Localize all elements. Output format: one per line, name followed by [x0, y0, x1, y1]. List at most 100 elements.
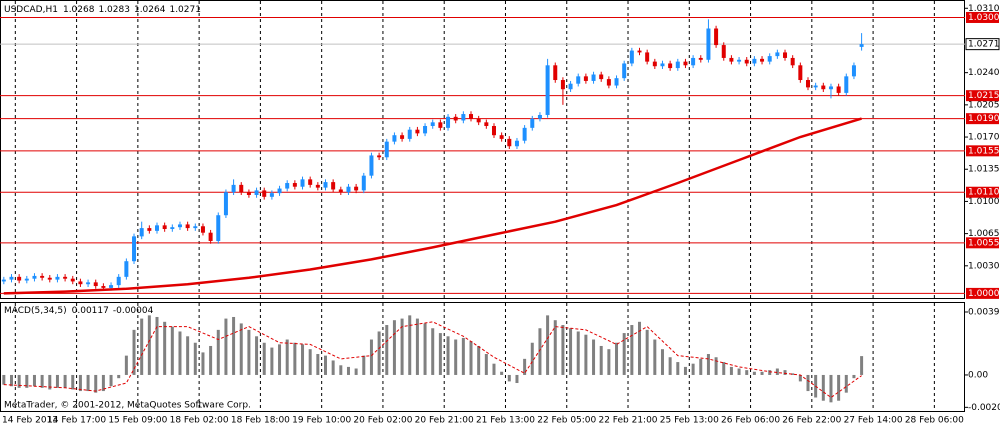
candle-body	[583, 76, 588, 81]
macd-bar	[737, 368, 741, 375]
candle-body	[338, 189, 343, 193]
macd-bar	[599, 345, 603, 375]
candle-body	[484, 122, 489, 127]
candle-body	[147, 228, 152, 231]
y-tick-label: 1.0170	[968, 133, 1000, 143]
level-tag	[966, 113, 999, 125]
candle-body	[530, 118, 535, 128]
macd-bar	[117, 374, 121, 379]
macd-bar	[630, 325, 634, 375]
macd-value: 0.00117	[72, 306, 109, 316]
candle-body	[461, 114, 466, 121]
macd-bar	[155, 316, 159, 375]
candle-body	[246, 192, 251, 195]
candle-body	[783, 52, 788, 58]
y-tick-label: 1.0135	[968, 165, 1000, 175]
current-price-tag	[965, 38, 1000, 51]
macd-bar	[860, 356, 864, 375]
y-tick-label: 1.0030	[968, 261, 1000, 271]
candle-body	[622, 63, 627, 79]
candle-body	[300, 179, 305, 187]
candle-body	[514, 140, 519, 147]
candle-body	[591, 74, 596, 81]
macd-bar	[484, 354, 488, 375]
macd-bar	[615, 342, 619, 375]
candle-body	[744, 59, 749, 64]
candle-body	[407, 129, 412, 139]
candle-body	[32, 275, 37, 279]
macd-bar	[798, 374, 802, 382]
macd-bar	[109, 374, 113, 387]
candle-body	[775, 52, 780, 57]
macd-bar	[147, 315, 151, 375]
candle-body	[752, 58, 757, 64]
macd-bar	[132, 329, 136, 375]
level-tag	[966, 287, 999, 299]
candle-body	[798, 65, 803, 81]
macd-bar	[660, 349, 664, 375]
candle-body	[469, 114, 474, 119]
macd-bar	[216, 329, 220, 375]
candle-body	[254, 190, 259, 195]
level-tag	[966, 186, 999, 198]
macd-bar	[607, 349, 611, 375]
candle-body	[476, 118, 481, 123]
macd-bar	[285, 339, 289, 375]
candle-body	[836, 86, 841, 93]
candle-body	[568, 83, 573, 90]
macd-bar	[71, 374, 75, 390]
x-tick-label: 14 Feb 17:00	[47, 416, 106, 426]
candle-body	[277, 188, 282, 194]
price-panel	[0, 0, 965, 299]
x-tick-label: 25 Feb 13:00	[660, 416, 719, 426]
high: 1.0283	[98, 5, 130, 15]
macd-bar	[561, 325, 565, 375]
x-tick-label: 26 Feb 06:00	[721, 416, 780, 426]
candle-body	[714, 28, 719, 46]
macd-bar	[354, 368, 358, 375]
candle-body	[315, 184, 320, 188]
macd-bar	[2, 374, 6, 385]
macd-bar	[806, 374, 810, 392]
macd-header: MACD(5,34,5) 0.00117 -0.00004	[4, 306, 154, 316]
candle-body	[729, 57, 734, 62]
x-tick-label: 18 Feb 18:00	[231, 416, 290, 426]
x-tick-label: 22 Feb 21:00	[598, 416, 657, 426]
macd-bar	[178, 331, 182, 375]
candle-body	[652, 61, 657, 67]
candle-body	[124, 261, 129, 277]
candle-body	[453, 116, 458, 121]
y-tick-label: -0.00201	[968, 403, 1000, 413]
macd-bar	[729, 366, 733, 375]
macd-bar	[592, 339, 596, 375]
candle-body	[292, 183, 297, 187]
candle-body	[93, 282, 98, 287]
candle-body	[47, 277, 52, 280]
macd-bar	[500, 371, 504, 375]
macd-bar	[706, 354, 710, 375]
macd-bar	[791, 373, 795, 375]
candle-body	[706, 28, 711, 60]
level-tag	[966, 90, 999, 102]
macd-bar	[392, 320, 396, 375]
candle-body	[86, 282, 91, 285]
candle-body	[737, 59, 742, 62]
y-tick-label: 0.00	[968, 370, 988, 380]
macd-bar	[48, 374, 52, 390]
macd-bar	[63, 374, 67, 388]
level-label: 1.0155	[968, 146, 1000, 156]
macd-bar	[768, 370, 772, 375]
candle-body	[491, 126, 496, 136]
level-tag	[966, 145, 999, 157]
x-tick-label: 22 Feb 05:00	[537, 416, 596, 426]
macd-bar	[255, 336, 259, 375]
macd-bar	[507, 374, 511, 382]
macd-bar	[844, 374, 848, 393]
macd-bar	[783, 370, 787, 375]
macd-bar	[17, 374, 21, 388]
candle-body	[116, 276, 121, 286]
level-tag	[966, 237, 999, 249]
macd-bar	[431, 328, 435, 375]
candle-body	[844, 76, 849, 93]
macd-bar	[837, 374, 841, 401]
